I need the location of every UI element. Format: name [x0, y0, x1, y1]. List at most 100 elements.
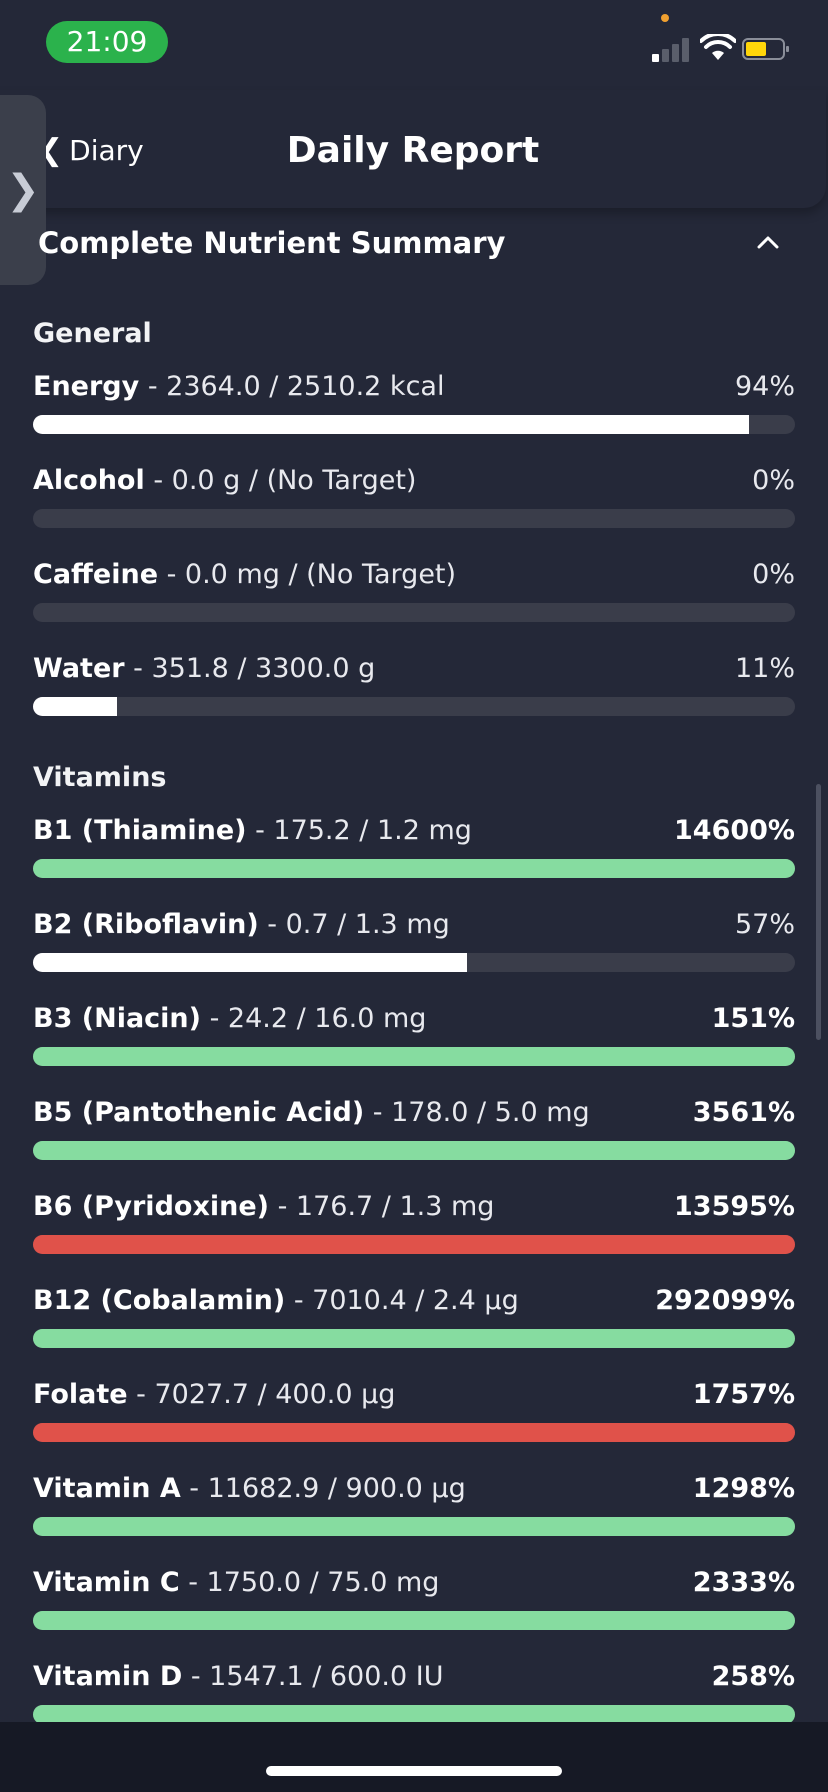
home-indicator[interactable]	[266, 1766, 562, 1776]
progress-track	[33, 1705, 795, 1724]
progress-fill	[33, 1705, 795, 1724]
progress-track	[33, 1423, 795, 1442]
progress-track	[33, 509, 795, 528]
nutrient-name: Water	[33, 653, 125, 684]
back-button-label: Diary	[69, 133, 144, 167]
nutrient-detail: - 0.7 / 1.3 mg	[258, 909, 450, 940]
nutrient-row: Vitamin D - 1547.1 / 600.0 IU 258%	[33, 1661, 795, 1731]
group-title-general: General	[33, 318, 152, 349]
nutrient-name: Vitamin D	[33, 1661, 183, 1692]
nutrient-percent: 94%	[734, 371, 795, 402]
progress-track	[33, 1517, 795, 1536]
nutrient-percent: 2333%	[692, 1567, 795, 1598]
nutrient-detail: - 178.0 / 5.0 mg	[364, 1097, 590, 1128]
nutrient-name: Vitamin A	[33, 1473, 181, 1504]
status-bar: 21:09	[0, 0, 828, 90]
progress-track	[33, 1611, 795, 1630]
nutrient-percent: 258%	[711, 1661, 795, 1692]
wifi-icon	[700, 34, 736, 60]
nutrient-percent: 11%	[734, 653, 795, 684]
nutrient-row: B2 (Riboflavin) - 0.7 / 1.3 mg 57%	[33, 909, 795, 979]
nutrient-name: B12 (Cobalamin)	[33, 1285, 286, 1316]
nutrient-detail: - 2364.0 / 2510.2 kcal	[139, 371, 445, 402]
progress-track	[33, 415, 795, 434]
group-title-vitamins: Vitamins	[33, 762, 167, 793]
privacy-indicator-dot	[661, 14, 669, 22]
nutrient-detail: - 0.0 mg / (No Target)	[158, 559, 457, 590]
chevron-up-icon[interactable]	[748, 222, 788, 262]
nutrient-detail: - 175.2 / 1.2 mg	[246, 815, 472, 846]
home-indicator-area	[0, 1722, 828, 1792]
nutrient-detail: - 176.7 / 1.3 mg	[269, 1191, 495, 1222]
progress-track	[33, 859, 795, 878]
progress-fill	[33, 1611, 795, 1630]
progress-fill	[33, 1329, 795, 1348]
nutrient-name: B5 (Pantothenic Acid)	[33, 1097, 365, 1128]
progress-fill	[33, 1235, 795, 1254]
nutrient-percent: 14600%	[674, 815, 795, 846]
nutrient-name: Energy	[33, 371, 140, 402]
nutrient-detail: - 351.8 / 3300.0 g	[124, 653, 376, 684]
progress-fill	[33, 415, 750, 434]
cellular-signal-icon	[652, 36, 692, 62]
nutrient-percent: 0%	[752, 465, 795, 496]
nutrient-row: Alcohol - 0.0 g / (No Target) 0%	[33, 465, 795, 535]
nutrient-row: Energy - 2364.0 / 2510.2 kcal 94%	[33, 371, 795, 441]
nutrient-row: Folate - 7027.7 / 400.0 µg 1757%	[33, 1379, 795, 1449]
progress-track	[33, 1329, 795, 1348]
progress-track	[33, 697, 795, 716]
nutrient-detail: - 0.0 g / (No Target)	[144, 465, 417, 496]
progress-fill	[33, 953, 468, 972]
battery-icon	[742, 38, 789, 60]
nutrient-row: Vitamin A - 11682.9 / 900.0 µg 1298%	[33, 1473, 795, 1543]
nutrient-name: B1 (Thiamine)	[33, 815, 247, 846]
progress-fill	[33, 697, 117, 716]
nutrient-row: B1 (Thiamine) - 175.2 / 1.2 mg 14600%	[33, 815, 795, 885]
nutrient-detail: - 24.2 / 16.0 mg	[201, 1003, 427, 1034]
nutrient-name: Folate	[33, 1379, 128, 1410]
progress-track	[33, 953, 795, 972]
progress-track	[33, 603, 795, 622]
side-drawer-handle[interactable]: ❯	[0, 95, 46, 285]
nutrient-name: Alcohol	[33, 465, 145, 496]
nutrient-percent: 13595%	[674, 1191, 795, 1222]
nutrient-detail: - 1750.0 / 75.0 mg	[179, 1567, 440, 1598]
nutrient-detail: - 1547.1 / 600.0 IU	[182, 1661, 444, 1692]
nutrient-name: Vitamin C	[33, 1567, 180, 1598]
progress-fill	[33, 859, 795, 878]
nutrient-detail: - 7027.7 / 400.0 µg	[127, 1379, 396, 1410]
nutrient-percent: 3561%	[692, 1097, 795, 1128]
nutrient-row: B3 (Niacin) - 24.2 / 16.0 mg 151%	[33, 1003, 795, 1073]
nutrient-row: B6 (Pyridoxine) - 176.7 / 1.3 mg 13595%	[33, 1191, 795, 1261]
nutrient-row: Water - 351.8 / 3300.0 g 11%	[33, 653, 795, 723]
nutrient-row: B12 (Cobalamin) - 7010.4 / 2.4 µg 292099…	[33, 1285, 795, 1355]
nutrient-row: Caffeine - 0.0 mg / (No Target) 0%	[33, 559, 795, 629]
progress-track	[33, 1235, 795, 1254]
nutrient-percent: 57%	[734, 909, 795, 940]
progress-track	[33, 1047, 795, 1066]
navigation-header: ❮ Diary Daily Report	[0, 90, 826, 208]
progress-track	[33, 1141, 795, 1160]
nutrient-name: B6 (Pyridoxine)	[33, 1191, 269, 1222]
nutrient-percent: 151%	[711, 1003, 795, 1034]
section-title: Complete Nutrient Summary	[38, 226, 506, 260]
nutrient-detail: - 7010.4 / 2.4 µg	[285, 1285, 519, 1316]
progress-fill	[33, 1517, 795, 1536]
nutrient-percent: 1298%	[692, 1473, 795, 1504]
nutrient-name: B3 (Niacin)	[33, 1003, 201, 1034]
progress-fill	[33, 1047, 795, 1066]
chevron-right-icon: ❯	[6, 167, 40, 213]
progress-fill	[33, 1423, 795, 1442]
nutrient-row: B5 (Pantothenic Acid) - 178.0 / 5.0 mg 3…	[33, 1097, 795, 1167]
progress-fill	[33, 1141, 795, 1160]
nutrient-name: Caffeine	[33, 559, 159, 590]
nutrient-percent: 1757%	[692, 1379, 795, 1410]
nutrient-row: Vitamin C - 1750.0 / 75.0 mg 2333%	[33, 1567, 795, 1637]
page-title: Daily Report	[286, 130, 540, 171]
nutrient-detail: - 11682.9 / 900.0 µg	[180, 1473, 466, 1504]
nutrient-percent: 0%	[752, 559, 795, 590]
nutrient-name: B2 (Riboflavin)	[33, 909, 259, 940]
scrollbar[interactable]	[816, 784, 821, 1040]
nutrient-summary-header[interactable]: Complete Nutrient Summary	[38, 222, 788, 266]
nutrient-percent: 292099%	[655, 1285, 795, 1316]
